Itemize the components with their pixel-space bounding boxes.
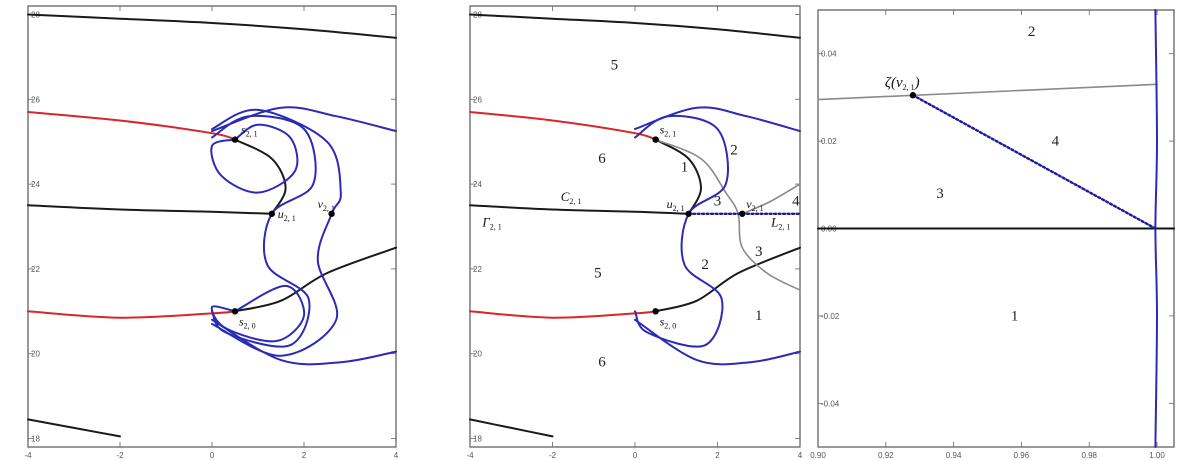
- red-curve-7: [27, 310, 236, 319]
- y-tick-label: 0.04: [821, 50, 837, 59]
- x-tick-label: 4: [798, 451, 803, 460]
- blue-curve-10: [634, 114, 729, 348]
- x-tick-label: 0.92: [878, 451, 894, 460]
- critical-point-v-3: [739, 210, 746, 217]
- blue-curve-13: [211, 318, 397, 366]
- region-label: 3: [714, 193, 722, 209]
- black-curve-1: [27, 13, 397, 39]
- blue-curve-8: [210, 123, 299, 194]
- point-label: v2, 1: [318, 197, 335, 213]
- point-label: s2, 0: [660, 314, 677, 330]
- black-curve-5: [654, 246, 801, 313]
- blue-curve-10: [210, 284, 306, 343]
- dotted-curve-4: [911, 94, 1157, 230]
- black-curve-1: [469, 13, 801, 39]
- x-tick-label: -2: [116, 451, 124, 460]
- y-tick-label: 18: [473, 435, 482, 444]
- plot-frame: [27, 5, 397, 448]
- region-label: 1: [755, 308, 763, 324]
- blue-curve-11: [211, 108, 342, 357]
- blue-curve-9: [211, 114, 317, 348]
- x-tick-label: -4: [24, 451, 32, 460]
- plot-frame: [469, 5, 801, 448]
- region-label: 3: [755, 244, 763, 260]
- red-curve-7: [469, 310, 657, 319]
- blue-curve-12: [634, 318, 801, 366]
- y-tick-label: 22: [31, 265, 40, 274]
- x-tick-label: 0: [210, 451, 215, 460]
- y-tick-label: 20: [473, 350, 482, 359]
- x-tick-label: 0.94: [946, 451, 962, 460]
- panel-3: 0.90 0.92 0.94 0.96 0.98 1.00-0.04-0.020.000.…: [810, 9, 1175, 460]
- point-label: ζ(v2, 1): [885, 75, 920, 92]
- y-tick-label: 18: [31, 435, 40, 444]
- point-label: u2, 1: [667, 197, 685, 213]
- x-tick-label: 1.00: [1149, 451, 1165, 460]
- blue-curve-12: [211, 106, 397, 133]
- gray-curve-1: [817, 83, 1158, 101]
- region-label: 6: [598, 354, 606, 370]
- y-tick-label: -0.02: [821, 312, 840, 321]
- y-tick-label: 26: [473, 95, 482, 104]
- blue-curve-11: [634, 106, 801, 133]
- black-curve-3: [27, 204, 273, 215]
- y-tick-label: -0.04: [821, 399, 840, 408]
- black-curve-4: [234, 138, 287, 215]
- region-label: 1: [681, 159, 689, 175]
- y-tick-label: 24: [473, 180, 482, 189]
- region-label: 6: [598, 151, 606, 167]
- critical-point-v-3: [328, 210, 335, 217]
- region-label: 4: [1052, 133, 1060, 149]
- point-label: s2, 1: [660, 123, 677, 139]
- red-curve-6: [27, 111, 236, 141]
- curve-label: L2, 1: [770, 215, 790, 232]
- critical-point-u-2: [685, 210, 692, 217]
- region-label: 2: [1028, 24, 1036, 40]
- x-tick-label: -2: [549, 451, 557, 460]
- point-label: v2, 1: [746, 197, 763, 213]
- x-tick-label: 2: [302, 451, 307, 460]
- black-curve-5: [234, 246, 397, 313]
- critical-point-u-2: [268, 210, 275, 217]
- critical-point-s-1: [231, 136, 239, 143]
- gray-curve-9: [741, 183, 801, 215]
- region-label: 4: [792, 193, 800, 209]
- curve-label: C2, 1: [561, 189, 582, 206]
- critical-point-s-4: [231, 308, 239, 315]
- critical-point-s-4: [652, 308, 659, 315]
- black-curve-2: [27, 418, 121, 438]
- y-tick-label: 26: [31, 95, 40, 104]
- x-tick-label: 0.90: [810, 451, 826, 460]
- curve-label: Γ2, 1: [481, 215, 501, 232]
- region-label: 5: [611, 58, 619, 74]
- point-label: u2, 1: [278, 207, 296, 223]
- region-label: 3: [936, 186, 944, 202]
- region-label: 2: [701, 257, 709, 273]
- black-curve-4: [654, 138, 703, 215]
- black-curve-2: [469, 418, 554, 438]
- y-tick-label: 20: [31, 350, 40, 359]
- point-label: s2, 0: [239, 314, 256, 330]
- x-tick-label: 2: [715, 451, 720, 460]
- red-curve-6: [469, 111, 657, 141]
- x-tick-label: -4: [466, 451, 474, 460]
- region-label: 1: [1011, 308, 1019, 324]
- region-label: 5: [594, 265, 602, 281]
- x-tick-label: 0.98: [1081, 451, 1097, 460]
- black-curve-3: [469, 204, 690, 215]
- x-tick-label: 4: [394, 451, 399, 460]
- critical-point-v-1: [909, 92, 917, 99]
- y-tick-label: 24: [31, 180, 40, 189]
- critical-point-s-1: [652, 136, 659, 143]
- x-tick-label: 0.96: [1014, 451, 1030, 460]
- y-tick-label: 22: [473, 265, 482, 274]
- x-tick-label: 0: [633, 451, 638, 460]
- region-label: 2: [730, 142, 738, 158]
- y-tick-label: 0.02: [821, 137, 837, 146]
